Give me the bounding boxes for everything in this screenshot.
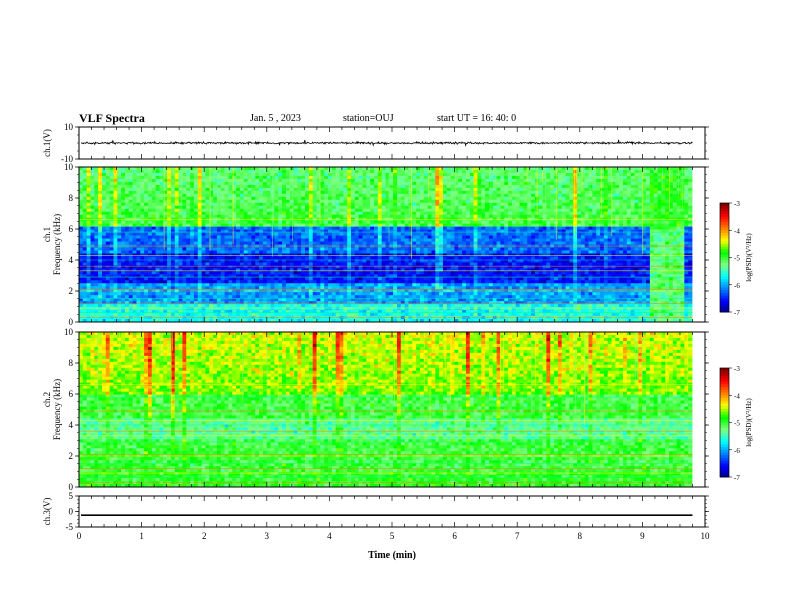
ch1-spectrogram-ylabel: Frequency (kHz)	[52, 214, 62, 275]
ch1-waveform-ylabel: ch.1(V)	[42, 129, 52, 157]
ch2-spectrogram-ylabel: Frequency (kHz)	[52, 379, 62, 440]
ch1-spectrogram-narrowband-lines	[79, 219, 693, 318]
ch2-spectrogram-cells	[79, 332, 693, 488]
ch1-waveform-y-ticks: 10 -10	[61, 122, 709, 164]
ch2-spectrogram-colorbar-tick: -6	[734, 447, 740, 455]
x-tick-label: 7	[515, 531, 520, 541]
ch2-spectrogram-colorbar-tick: -3	[734, 365, 740, 373]
x-tick-label: 5	[390, 531, 395, 541]
chart-title: VLF Spectra	[79, 111, 145, 125]
ch3-waveform-ylabel: ch.3(V)	[42, 498, 52, 526]
ch1-spectrogram-y-tick-label: 8	[69, 193, 74, 203]
ch1-spectrogram-y-tick-label: 0	[69, 317, 74, 327]
ch2-spectrogram-colorbar-label: log(PSD)(V²/Hz)	[745, 398, 753, 447]
x-tick-label: 8	[578, 531, 583, 541]
ch1-spectrogram-colorbar: -3 -4 -5 -6 -7 log(PSD)(V²/Hz)	[719, 200, 753, 317]
ch2-spectrogram-y-tick-label: 2	[69, 451, 74, 461]
ch1-spectrogram-colorbar-tick: -6	[734, 282, 740, 290]
x-tick-label: 3	[265, 531, 270, 541]
ch2-spectrogram-narrowband-lines	[79, 384, 693, 483]
ch1-spectrogram-x-ticks	[78, 167, 706, 322]
ch2-spectrogram-colorbar-tick: -5	[734, 420, 740, 428]
ch1-waveform-trace	[81, 139, 693, 147]
ch1-spectrogram-colorbar-tick: -7	[734, 309, 740, 317]
ch1-spectrogram-y-ticks: 0 2 4 6 8 10	[64, 162, 709, 327]
ch2-spectrogram-colorbar: -3 -4 -5 -6 -7 log(PSD)(V²/Hz)	[719, 365, 753, 482]
ch1-spectrogram-y-tick-label: 10	[64, 162, 74, 172]
x-tick-label: 1	[139, 531, 144, 541]
station-label: station=OUJ	[343, 113, 394, 124]
x-tick-label: 6	[452, 531, 457, 541]
ch1-spectrogram-y-tick-label: 2	[69, 286, 74, 296]
ch1-spectrogram-impulse-streaks	[99, 167, 691, 260]
ch2-spectrogram-y-ticks: 0 2 4 6 8 10	[64, 327, 709, 492]
ch3-waveform-y-tick-label: 5	[69, 491, 74, 501]
x-tick-label: 9	[640, 531, 645, 541]
ch1-waveform-x-ticks	[78, 127, 706, 159]
x-axis-label: Time (min)	[368, 550, 416, 561]
ch1-spectrogram-colorbar-tick: -5	[734, 255, 740, 263]
ch2-spectrogram-channel-label: ch.2	[42, 392, 52, 407]
x-tick-label: 0	[77, 531, 82, 541]
x-tick-label: 2	[202, 531, 207, 541]
ch3-waveform-x-ticks	[78, 496, 706, 527]
ch2-spectrogram-y-tick-label: 8	[69, 358, 74, 368]
start-time-label: start UT = 16: 40: 0	[437, 113, 517, 124]
ch2-spectrogram-y-tick-label: 10	[64, 327, 74, 337]
ch1-spectrogram-y-tick-label: 6	[69, 224, 74, 234]
ch2-spectrogram-x-ticks	[78, 332, 706, 487]
ch2-spectrogram-y-tick-label: 6	[69, 389, 74, 399]
ch3-waveform-y-ticks: 5 0 -5	[66, 491, 709, 532]
ch1-spectrogram-cells	[79, 167, 693, 323]
ch1-waveform-y-tick-label: -10	[61, 154, 73, 164]
ch2-spectrogram-y-tick-label: 0	[69, 482, 74, 492]
ch1-spectrogram-colorbar-tick: -3	[734, 200, 740, 208]
ch1-spectrogram-colorbar-label: log(PSD)(V²/Hz)	[745, 233, 753, 282]
ch1-spectrogram-channel-label: ch.1	[42, 227, 52, 242]
ch2-spectrogram-y-tick-label: 4	[69, 420, 74, 430]
ch1-spectrogram-colorbar-tick: -4	[734, 227, 740, 235]
ch2-spectrogram-colorbar-tick: -7	[734, 474, 740, 482]
ch2-spectrogram-colorbar-tick: -4	[734, 392, 740, 400]
x-tick-label: 10	[701, 531, 711, 541]
ch1-waveform-y-tick-label: 10	[64, 122, 74, 132]
ch3-waveform-y-tick-label: -5	[66, 522, 74, 532]
ch3-waveform-y-tick-label: 0	[69, 507, 74, 517]
date-label: Jan. 5 , 2023	[250, 113, 301, 124]
x-tick-label: 4	[327, 531, 332, 541]
ch2-spectrogram-impulse-streaks	[97, 332, 688, 425]
ch1-spectrogram-y-tick-label: 4	[69, 255, 74, 265]
